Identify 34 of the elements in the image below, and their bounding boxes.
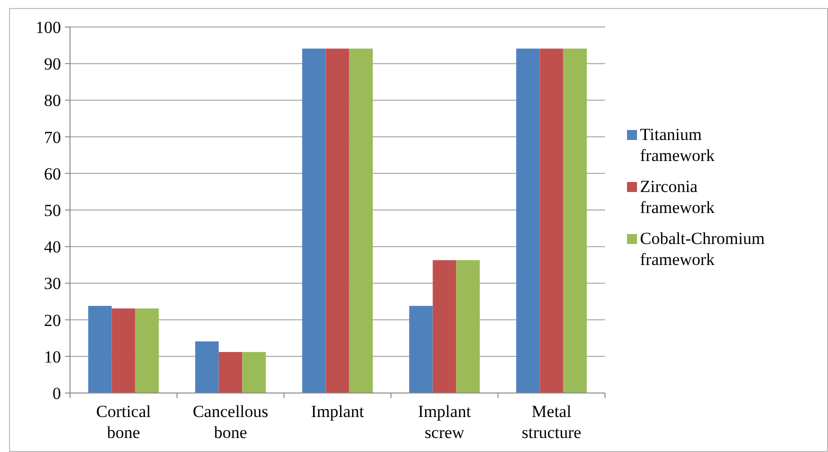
bar xyxy=(409,306,433,393)
y-tick-label: 20 xyxy=(44,310,61,330)
y-tick-label: 90 xyxy=(44,54,61,74)
bar xyxy=(112,308,136,393)
x-tick-label: Implant screw xyxy=(418,402,472,442)
bar xyxy=(302,48,326,393)
y-tick-label: 50 xyxy=(44,200,61,220)
bar xyxy=(456,260,480,393)
bar xyxy=(563,48,587,393)
x-tick-label: Metal structure xyxy=(522,402,582,442)
x-tick-label: Cancellous bone xyxy=(192,402,268,442)
bar xyxy=(218,352,242,393)
y-tick-label: 0 xyxy=(52,384,61,403)
legend-label: Zirconia framework xyxy=(640,177,716,217)
legend-label: Titanium framework xyxy=(640,125,716,165)
y-tick-label: 60 xyxy=(44,164,61,184)
bar xyxy=(540,48,564,393)
x-tick-label: Implant xyxy=(311,402,364,421)
bar xyxy=(88,306,112,393)
y-tick-label: 80 xyxy=(44,91,61,110)
x-tick-label: Cortical bone xyxy=(96,402,152,442)
bar xyxy=(242,352,266,393)
y-tick-label: 70 xyxy=(44,128,61,147)
bar xyxy=(135,308,159,393)
legend-label: Cobalt-Chromium framework xyxy=(640,229,765,269)
bar xyxy=(326,48,350,393)
y-tick-label: 10 xyxy=(44,347,61,366)
bar xyxy=(195,341,219,393)
bar xyxy=(349,48,373,393)
bar xyxy=(516,48,540,393)
y-tick-label: 30 xyxy=(44,274,61,294)
y-tick-label: 100 xyxy=(36,18,61,37)
bar xyxy=(432,260,456,393)
y-tick-label: 40 xyxy=(44,238,61,257)
